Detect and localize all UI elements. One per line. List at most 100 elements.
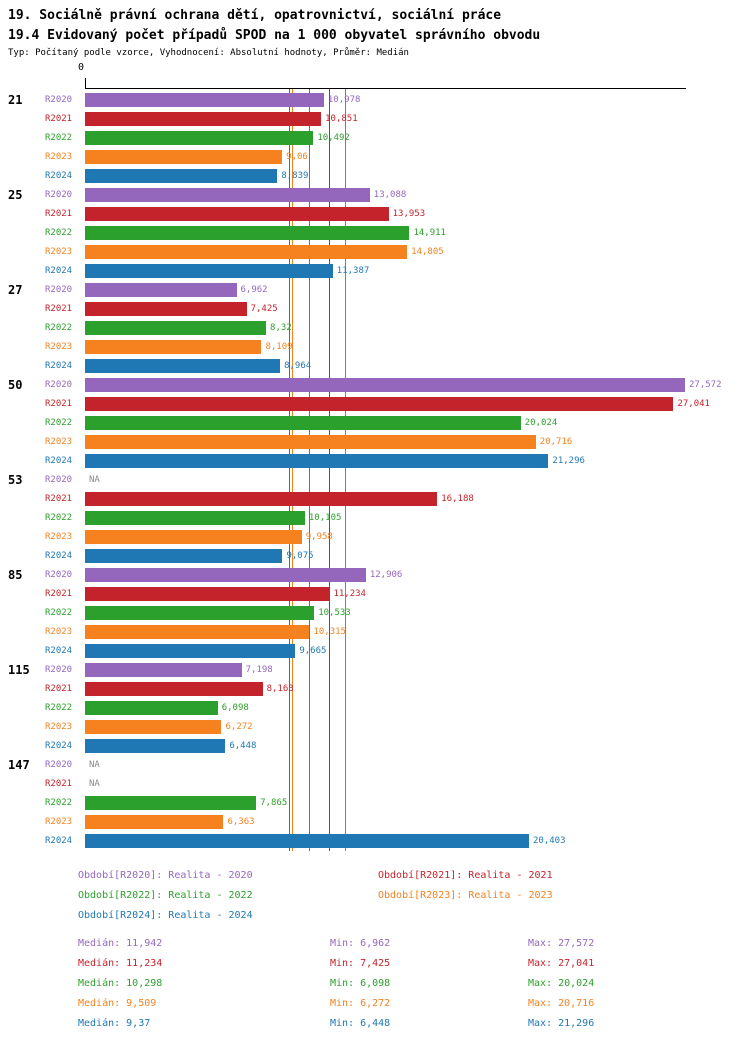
value-label: 10,851 [325,113,358,124]
max-stat: Max: 27,041 [528,958,595,969]
bar-R2024 [85,168,278,183]
median-stat: Medián: 9,509 [78,998,157,1009]
max-stat: Max: 20,716 [528,998,595,1009]
series-label: R2021 [45,398,73,409]
value-label: 9,958 [305,531,333,542]
value-label: 8,32 [270,322,292,333]
group-label: 115 [8,663,30,677]
value-label: 7,865 [260,797,288,808]
bar-R2022 [85,130,314,145]
bar-row: R2020 NA [0,470,750,489]
bar-row: R2022 6,098 [0,698,750,717]
value-label: 20,024 [524,417,558,428]
bar-R2022 [85,225,410,240]
chart-title-line2: 19.4 Evidovaný počet případů SPOD na 1 0… [8,28,541,43]
max-stat: Max: 27,572 [528,938,595,949]
bar-R2020 [85,282,237,297]
bar-R2021 [85,206,389,221]
value-label: 8,109 [265,341,293,352]
group-label: 147 [8,758,30,772]
bar-row: R2022 20,024 [0,413,750,432]
bar-row: R2024 9,665 [0,641,750,660]
bar-row: R2023 6,272 [0,717,750,736]
bar-R2024 [85,833,529,848]
bar-row: R2022 8,32 [0,318,750,337]
bar-row: R2021 7,425 [0,299,750,318]
value-label: 11,387 [336,265,370,276]
value-label: 9,06 [286,151,308,162]
bar-row: R2020 6,962 [0,280,750,299]
bar-R2021 [85,301,247,316]
series-label: R2022 [45,322,73,333]
series-label: R2021 [45,778,73,789]
value-label: 16,188 [441,493,474,504]
series-label: R2021 [45,208,73,219]
series-label: R2023 [45,151,73,162]
chart-subtitle: Typ: Počítaný podle vzorce, Vyhodnocení:… [8,48,409,58]
value-label: 10,105 [308,512,342,523]
legend-item-R2020: Období[R2020]: Realita - 2020 [78,870,253,881]
bar-row: R2020 13,088 [0,185,750,204]
bar-R2023 [85,814,224,829]
bar-row: R2024 11,387 [0,261,750,280]
bar-row: R2022 10,533 [0,603,750,622]
bar-row: R2021 11,234 [0,584,750,603]
value-label: 10,533 [318,607,351,618]
legend-item-R2023: Období[R2023]: Realita - 2023 [378,890,553,901]
value-label: 21,296 [552,455,585,466]
bar-row: R2022 10,492 [0,128,750,147]
series-label: R2022 [45,607,73,618]
bar-R2022 [85,510,305,525]
group-label: 53 [8,473,23,487]
series-label: R2020 [45,759,73,770]
bar-R2024 [85,738,226,753]
bar-row: R2021 8,163 [0,679,750,698]
bar-row: R2021 13,953 [0,204,750,223]
bar-group-21: 21 R2020 10,978 R2021 10,851 R2022 10,492 R2023… [0,90,750,185]
bar-group-27: 27 R2020 6,962 R2021 7,425 R2022 8,32 R2023 8,10… [0,280,750,375]
bar-group-25: 25 R2020 13,088 R2021 13,953 R2022 14,911 R2023… [0,185,750,280]
na-label: NA [89,778,100,789]
series-label: R2021 [45,588,73,599]
series-label: R2024 [45,170,73,181]
bar-row: R2023 6,363 [0,812,750,831]
bar-row: R2023 9,06 [0,147,750,166]
series-label: R2023 [45,341,73,352]
series-label: R2024 [45,740,73,751]
bar-row: R2021 27,041 [0,394,750,413]
value-label: 7,198 [245,664,273,675]
stats-row-R2021: Medián: 11,234 Min: 7,425 Max: 27,041 [78,954,750,974]
series-label: R2024 [45,550,73,561]
bar-R2022 [85,605,315,620]
series-label: R2024 [45,645,73,656]
series-label: R2023 [45,816,73,827]
value-label: 14,911 [413,227,446,238]
series-label: R2024 [45,360,73,371]
bar-row: R2023 20,716 [0,432,750,451]
series-label: R2020 [45,474,73,485]
series-label: R2020 [45,284,73,295]
axis-zero-label: 0 [78,62,85,73]
bar-R2020 [85,92,324,107]
value-label: 20,716 [539,436,573,447]
series-label: R2022 [45,227,73,238]
axis-line [85,88,686,89]
series-label: R2020 [45,569,73,580]
chart-header: 19. Sociálně právní ochrana dětí, opatro… [0,0,750,60]
median-line-R2024 [288,89,290,851]
median-line-R2022 [309,89,311,851]
median-line-R2021 [329,89,331,851]
bar-row: R2024 9,075 [0,546,750,565]
series-label: R2022 [45,417,73,428]
bar-row: R2022 14,911 [0,223,750,242]
value-label: 10,492 [317,132,350,143]
bar-R2023 [85,624,310,639]
series-label: R2023 [45,436,73,447]
min-stat: Min: 6,272 [330,998,391,1009]
value-label: 27,572 [689,379,722,390]
bar-R2021 [85,681,263,696]
bar-R2022 [85,320,267,335]
bar-R2024 [85,453,549,468]
bar-R2023 [85,719,222,734]
bar-R2021 [85,396,674,411]
